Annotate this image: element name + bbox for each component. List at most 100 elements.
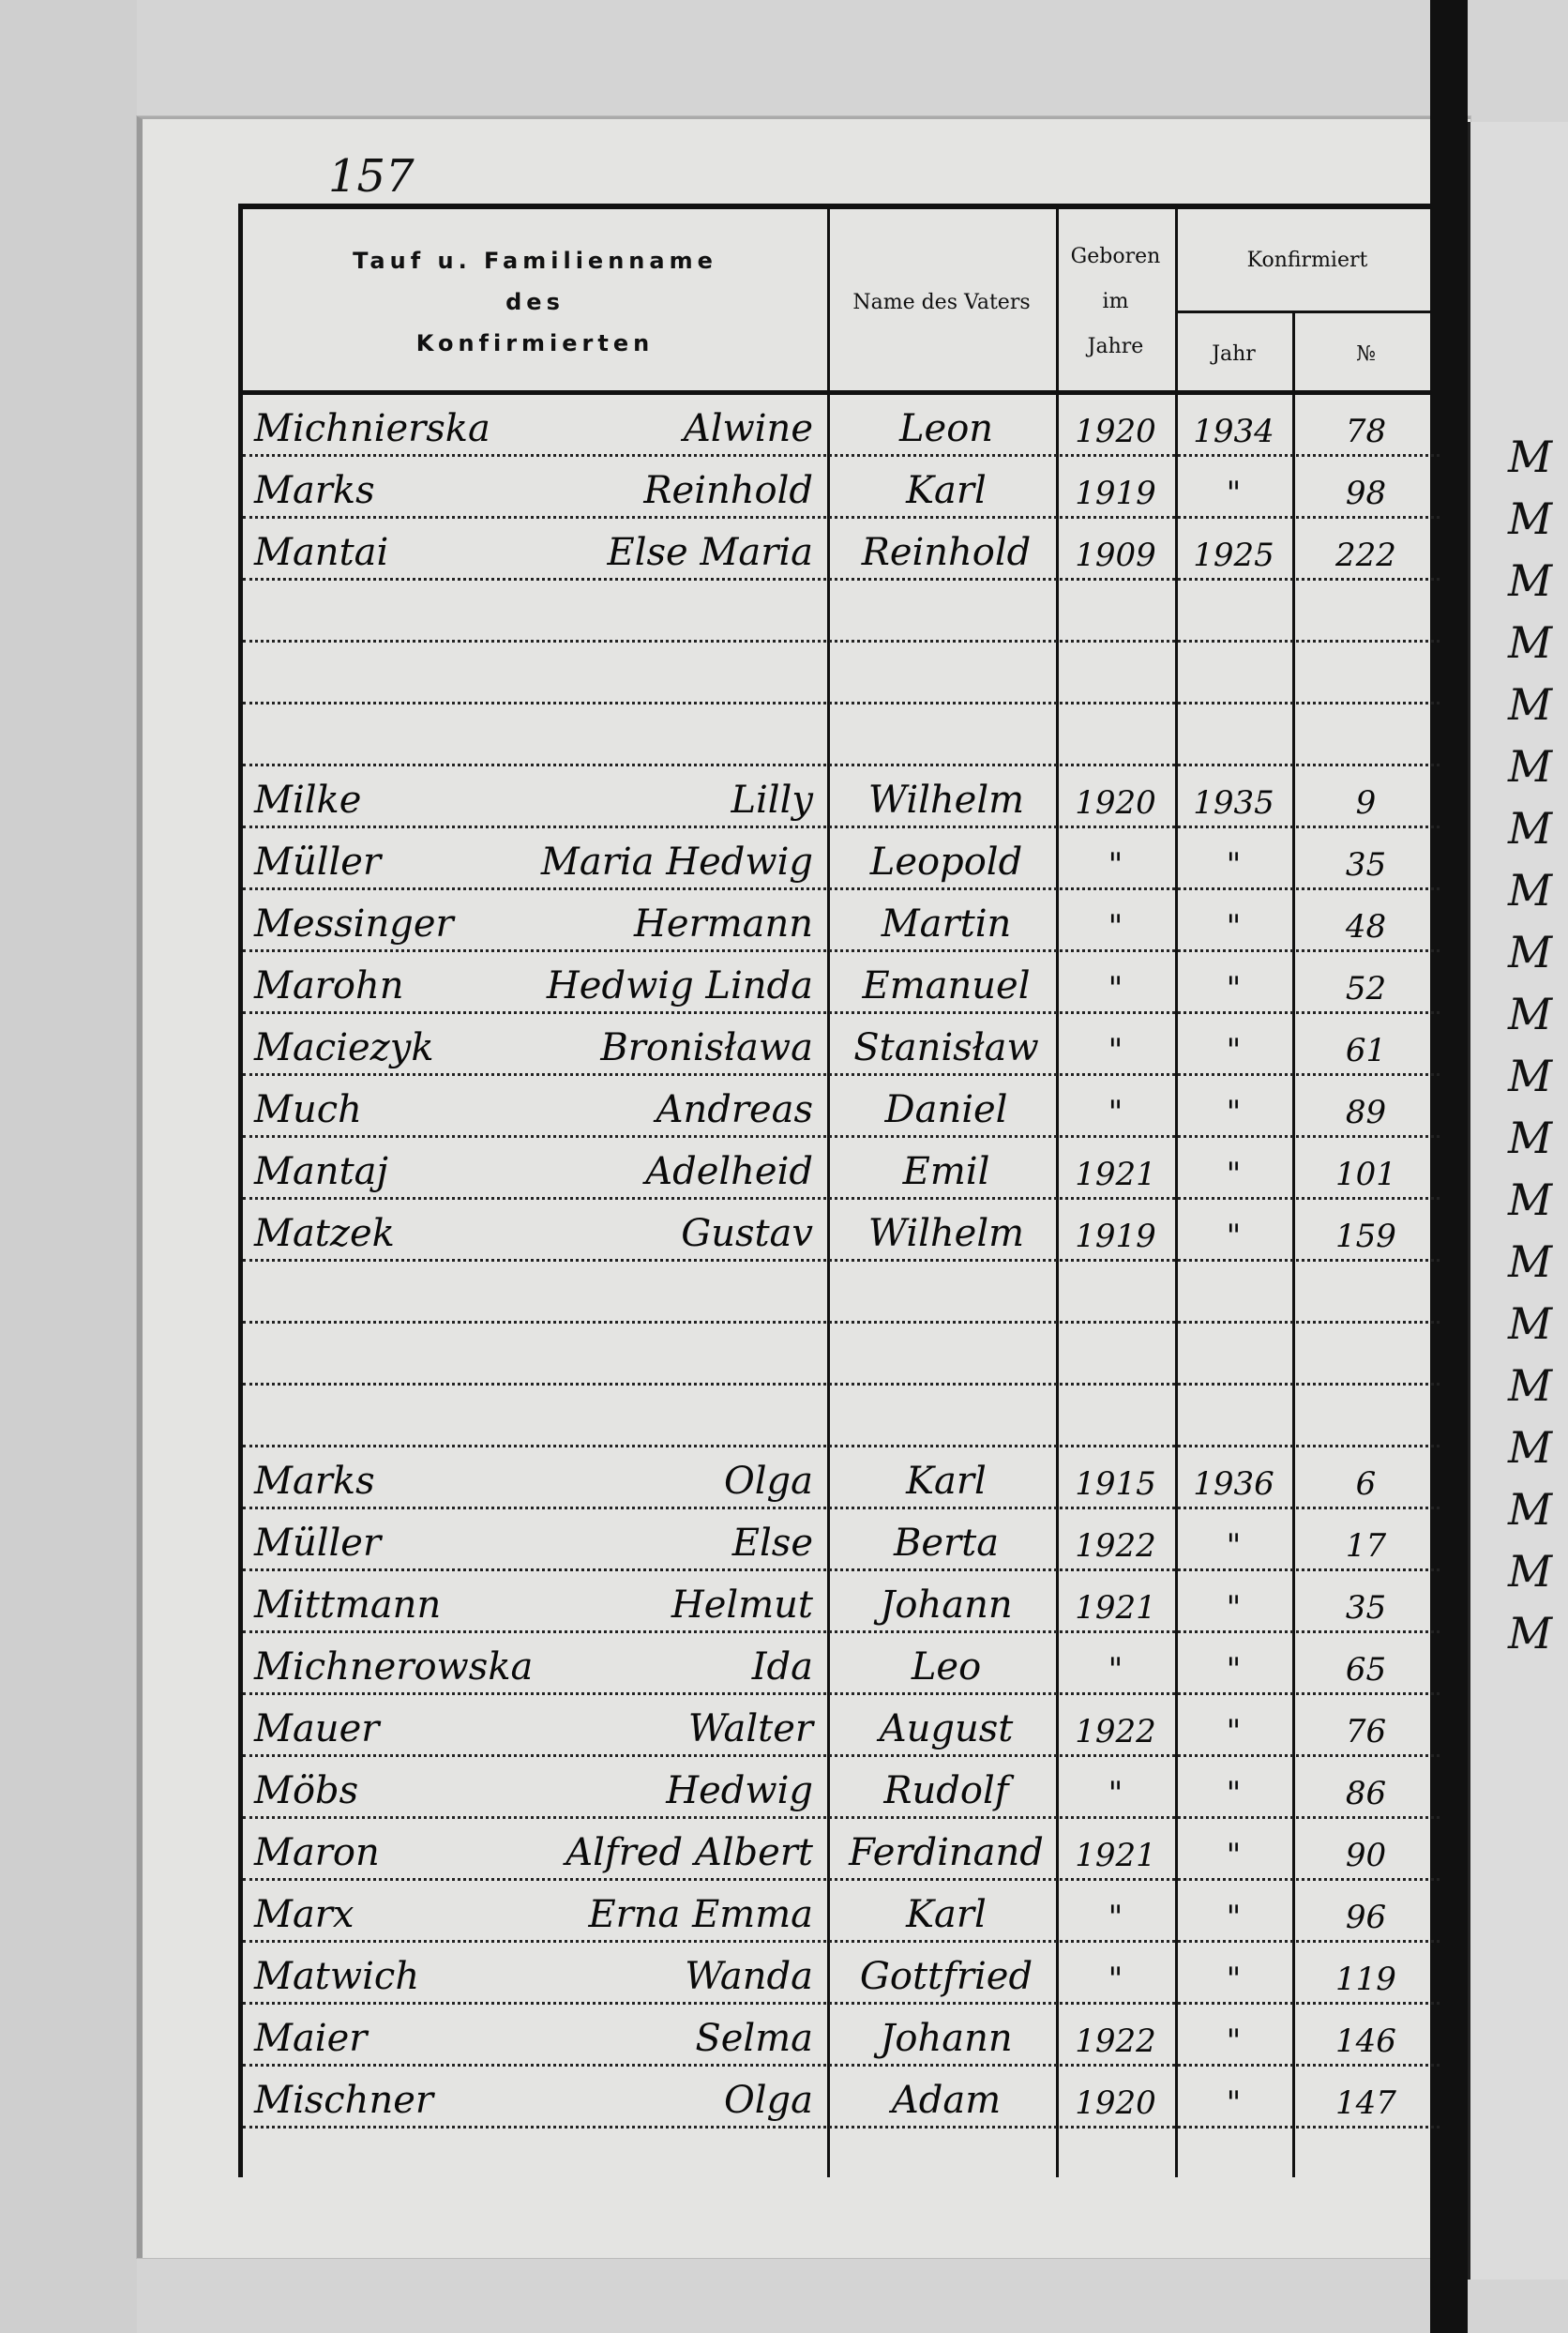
header-conf-no: № [1356,342,1376,366]
page-number: 157 [328,150,415,203]
cell-given: Erna Emma [588,1893,813,1936]
cell-father: Reinhold [861,531,1032,574]
table-row [243,1324,1440,1386]
cell-born: " [1108,1899,1123,1936]
cell-born: 1922 [1075,1713,1156,1750]
cell-year: " [1226,1032,1242,1069]
adjacent-page-fragment: M [1508,865,1553,916]
cell-born: 1915 [1075,1465,1156,1503]
cell-given: Else [731,1522,813,1565]
cell-year: " [1226,1961,1242,1998]
cell-born: 1921 [1075,1589,1156,1627]
cell-given: Alwine [683,407,813,450]
cell-surname: Messinger [254,902,454,946]
cell-year: " [1226,846,1242,884]
cell-surname: Matzek [254,1212,395,1255]
cell-born: 1921 [1075,1837,1156,1874]
cell-born: " [1108,1961,1123,1998]
table-row: Mischner Olga Adam 1920 " 147 [243,2067,1440,2128]
table-row: Marohn Hedwig Linda Emanuel " " 52 [243,952,1440,1014]
table-row: Mantaj Adelheid Emil 1921 " 101 [243,1138,1440,1200]
cell-born: 1919 [1075,1218,1156,1255]
cell-year: " [1226,1713,1242,1750]
cell-year: " [1226,1094,1242,1131]
cell-year: 1935 [1193,784,1274,822]
cell-year: " [1226,1589,1242,1627]
cell-father: Karl [906,1460,987,1503]
cell-born: 1920 [1075,2084,1156,2122]
cell-surname: Mauer [254,1707,380,1750]
cell-no: 89 [1345,1094,1387,1131]
header-conf-year: Jahr [1212,342,1256,366]
cell-born: 1909 [1075,537,1156,574]
cell-surname: Maier [254,2017,368,2060]
cell-father: Daniel [884,1088,1008,1131]
adjacent-page-fragment: M [1508,1608,1553,1659]
cell-given: Gustav [681,1212,813,1255]
cell-father: August [879,1707,1014,1750]
cell-no: 35 [1345,846,1387,884]
register-page [137,116,1470,2258]
cell-father: Wilhelm [867,779,1025,822]
cell-given: Reinhold [643,469,813,512]
cell-year: " [1226,1218,1242,1255]
header-name: Tauf u. Familienname des Konfirmierten [243,209,827,395]
cell-father: Ferdinand [849,1831,1044,1874]
cell-year: " [1226,1775,1242,1812]
cell-given: Wanda [685,1955,813,1998]
cell-surname: Michnierska [254,407,490,450]
cell-year: 1936 [1193,1465,1274,1503]
table-row: Maron Alfred Albert Ferdinand 1921 " 90 [243,1819,1440,1881]
cell-no: 86 [1345,1775,1387,1812]
cell-given: Alfred Albert [565,1831,813,1874]
adjacent-page-fragment: M [1508,803,1553,854]
cell-no: 78 [1345,413,1387,450]
cell-father: Karl [906,1893,987,1936]
table-row [243,1386,1440,1447]
adjacent-page-fragment: M [1508,679,1553,730]
cell-father: Wilhelm [867,1212,1025,1255]
table-row [243,1262,1440,1324]
cell-father: Gottfried [859,1955,1033,1998]
cell-year: 1934 [1193,413,1274,450]
table-row: Müller Else Berta 1922 " 17 [243,1509,1440,1571]
cell-born: " [1108,1651,1123,1689]
cell-surname: Mantaj [254,1150,388,1193]
cell-year: " [1226,970,1242,1007]
cell-surname: Matwich [254,1955,420,1998]
table-row [243,704,1440,766]
cell-father: Emil [902,1150,990,1193]
header-divider [243,390,1440,395]
cell-surname: Müller [254,841,382,884]
cell-surname: Möbs [254,1769,359,1812]
cell-given: Walter [687,1707,813,1750]
cell-given: Andreas [656,1088,813,1131]
cell-father: Martin [881,902,1012,946]
cell-given: Hedwig [666,1769,813,1812]
adjacent-page-fragment: M [1508,927,1553,977]
cell-no: 101 [1335,1156,1396,1193]
cell-father: Rudolf [883,1769,1009,1812]
column-divider [827,209,830,2177]
cell-father: Emanuel [862,964,1031,1007]
adjacent-page-fragment: M [1508,1546,1553,1597]
cell-year: " [1226,1837,1242,1874]
table-row: Mantai Else Maria Reinhold 1909 1925 222 [243,519,1440,581]
adjacent-page-fragment: M [1508,1174,1553,1225]
cell-father: Leo [911,1645,982,1689]
cell-father: Johann [880,1583,1013,1627]
table-row: Michnierska Alwine Leon 1920 1934 78 [243,395,1440,457]
cell-father: Stanisław [853,1026,1039,1069]
cell-born: 1919 [1075,475,1156,512]
cell-given: Hermann [634,902,813,946]
cell-surname: Milke [254,779,362,822]
cell-no: 222 [1335,537,1396,574]
cell-given: Olga [723,1460,813,1503]
cell-father: Karl [906,469,987,512]
table-row [243,643,1440,704]
cell-given: Ida [751,1645,813,1689]
column-divider [1175,209,1178,2177]
cell-no: 159 [1335,1218,1396,1255]
cell-no: 35 [1345,1589,1387,1627]
header-born-line: im [1102,290,1129,313]
